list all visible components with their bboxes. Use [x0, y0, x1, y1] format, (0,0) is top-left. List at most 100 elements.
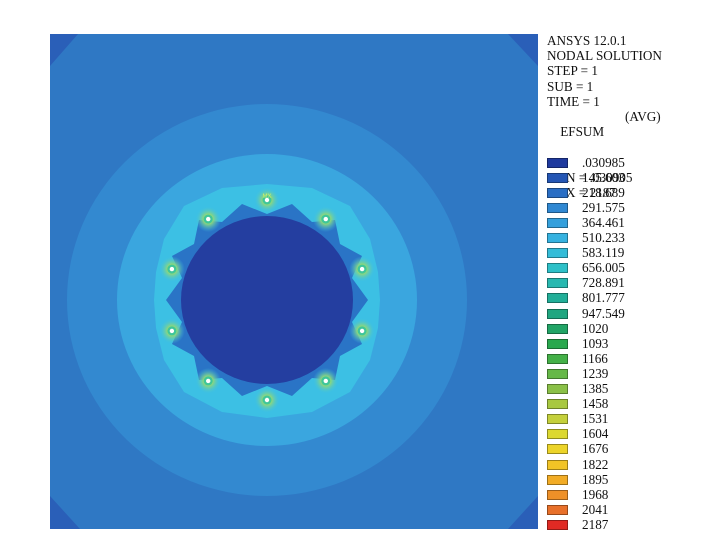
legend-swatch [547, 399, 568, 410]
hotspot-core [323, 216, 328, 222]
legend-item: 1166 [547, 351, 608, 366]
quantity-name: EFSUM [560, 124, 605, 140]
legend-label: 1531 [582, 411, 609, 427]
legend-item: 1604 [547, 426, 609, 442]
time-value: TIME = 1 [547, 93, 600, 109]
legend-header: ANSYS 12.0.1 NODAL SOLUTION STEP = 1 SUB… [547, 33, 662, 200]
legend-item: 218.689 [547, 185, 625, 200]
bolt-hotspot [312, 206, 339, 233]
legend-swatch [547, 519, 568, 530]
central-hole [181, 216, 353, 384]
bolt-hotspot [254, 187, 280, 213]
legend-item: 1822 [547, 457, 608, 472]
legend-swatch [547, 233, 568, 243]
legend-swatch [547, 368, 568, 379]
legend-label: 656.005 [582, 260, 625, 276]
legend-label: 1895 [582, 471, 609, 487]
software-version: ANSYS 12.0.1 [547, 33, 627, 48]
contour-plot: MX [50, 34, 538, 529]
legend-item: 1020 [547, 321, 608, 336]
legend-item: 2041 [547, 502, 608, 517]
legend-swatch [547, 444, 568, 455]
corner-regions [50, 34, 538, 529]
legend-item: 1239 [547, 366, 608, 381]
hotspot-core [169, 328, 175, 334]
legend-item: 2187 [547, 517, 608, 532]
legend-item: 1531 [547, 411, 609, 427]
legend-label: 1239 [582, 365, 609, 381]
legend-label: 2041 [582, 501, 609, 517]
mx-marker-label: MX [263, 194, 272, 200]
legend-item: 1385 [547, 381, 609, 397]
legend-label: 218.689 [582, 184, 625, 200]
legend-swatch [547, 187, 568, 198]
legend-item: 728.891 [547, 275, 625, 291]
legend-label: 1385 [582, 381, 609, 396]
hotspot-core [359, 266, 365, 272]
bolt-hotspot [158, 256, 185, 283]
bolt-hotspot [158, 317, 185, 344]
legend-label: 801.777 [582, 290, 625, 306]
legend-label: 1604 [582, 426, 609, 442]
legend-item: 656.005 [547, 260, 625, 276]
legend-swatch [547, 278, 568, 289]
hotspot-core [206, 378, 211, 384]
legend-item: 145.603 [547, 170, 625, 185]
hotspot-core [264, 197, 270, 203]
legend-swatch [547, 308, 568, 319]
corner-bottom-right [508, 496, 538, 529]
bolt-hotspot [195, 206, 222, 233]
legend-swatch [547, 474, 568, 485]
legend-item: 1093 [547, 336, 608, 351]
legend-label: 364.461 [582, 214, 625, 230]
hotspot-core [206, 216, 211, 222]
sub-value: SUB = 1 [547, 78, 594, 94]
legend-label: 947.549 [582, 305, 625, 321]
corner-top-left [50, 34, 78, 66]
bolt-hotspot [195, 367, 222, 394]
quantity-avg: (AVG) [625, 109, 661, 125]
legend-item: 947.549 [547, 306, 625, 321]
legend-item: 1676 [547, 441, 609, 457]
hotspot-core [323, 378, 328, 384]
legend-swatch [547, 338, 568, 349]
legend-swatch [547, 293, 568, 304]
legend-label: 1676 [582, 441, 609, 457]
legend-swatch [547, 459, 568, 470]
legend-swatch [547, 217, 568, 228]
hotspot-core [264, 397, 270, 403]
legend-item: 1895 [547, 472, 608, 487]
legend-label: 2187 [582, 516, 609, 532]
legend-swatch [547, 202, 568, 213]
legend-label: 145.603 [582, 169, 625, 185]
bolt-hotspot [349, 256, 376, 283]
legend-swatch [547, 414, 568, 425]
legend-swatch [547, 429, 568, 440]
legend-swatch [547, 504, 568, 515]
solution-type: NODAL SOLUTION [547, 48, 662, 64]
legend-item: 510.233 [547, 230, 625, 246]
legend-item: 583.119 [547, 245, 625, 261]
quantity-row: EFSUM (AVG) [547, 109, 662, 170]
hotspot-core [169, 266, 175, 272]
legend-swatch [547, 353, 568, 364]
legend-label: 583.119 [582, 245, 625, 261]
legend-swatch [547, 248, 568, 259]
corner-bottom-left [50, 496, 80, 529]
legend-label: .030985 [582, 154, 625, 170]
step-value: STEP = 1 [547, 63, 598, 79]
hotspot-core [359, 328, 365, 334]
legend-label: 1020 [582, 320, 609, 336]
legend-label: 728.891 [582, 275, 625, 291]
legend-item: .030985 [547, 155, 625, 170]
corner-top-right [508, 34, 538, 66]
legend-label: 1968 [582, 486, 609, 502]
bolt-hotspot [254, 387, 280, 413]
legend-label: 1166 [582, 350, 608, 366]
legend-swatch [547, 263, 568, 274]
legend-item: 364.461 [547, 215, 625, 230]
legend-item: 1968 [547, 487, 608, 502]
bolt-hotspot [349, 317, 376, 344]
legend-label: 510.233 [582, 230, 625, 245]
legend-label: 1822 [582, 456, 609, 472]
